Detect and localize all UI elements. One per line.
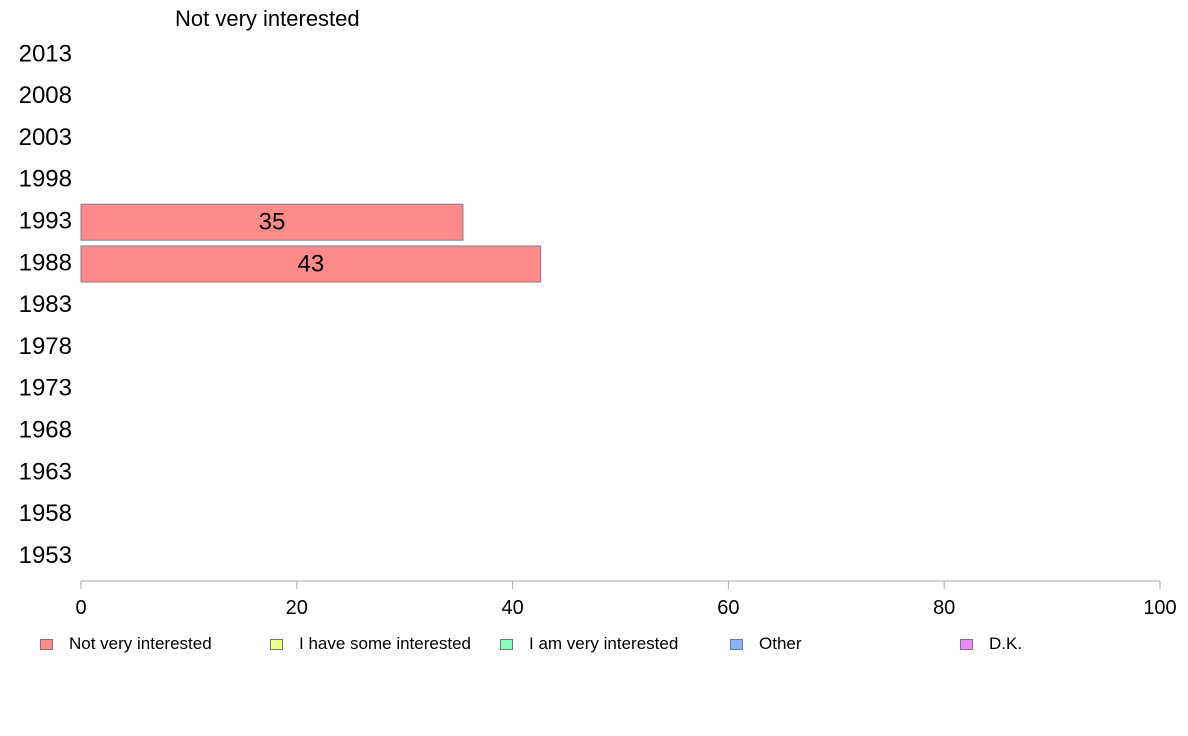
x-tick-label: 20 bbox=[286, 597, 308, 619]
legend-swatch bbox=[270, 638, 283, 650]
legend-label: I have some interested bbox=[299, 634, 471, 653]
chart-title: Not very interested bbox=[175, 6, 360, 31]
legend-item-some-interested: I have some interested bbox=[270, 634, 471, 654]
category-label: 2003 bbox=[19, 124, 72, 151]
legend-label: Not very interested bbox=[69, 634, 212, 653]
x-tick-label: 100 bbox=[1143, 597, 1176, 619]
category-label: 1988 bbox=[19, 249, 72, 276]
category-label: 1973 bbox=[19, 375, 72, 402]
x-tick-label: 40 bbox=[501, 597, 523, 619]
category-label: 1958 bbox=[19, 500, 72, 527]
x-tick-label: 60 bbox=[717, 597, 739, 619]
category-label: 1963 bbox=[19, 458, 72, 485]
legend-swatch bbox=[500, 638, 513, 650]
bar-value-label: 43 bbox=[297, 250, 324, 277]
legend-label: I am very interested bbox=[529, 634, 679, 653]
legend-item-dk: D.K. bbox=[960, 634, 1022, 654]
x-tick-label: 0 bbox=[75, 597, 86, 619]
bar bbox=[80, 245, 542, 283]
chart-legend: Not very interested I have some interest… bbox=[0, 634, 1188, 658]
legend-label: D.K. bbox=[989, 634, 1023, 653]
category-label: 2008 bbox=[19, 82, 72, 109]
category-label: 1978 bbox=[19, 333, 72, 360]
category-label: 1998 bbox=[19, 166, 72, 193]
legend-item-other: Other bbox=[730, 634, 802, 654]
bar-value-label: 35 bbox=[259, 209, 286, 236]
legend-item-not-very-interested: Not very interested bbox=[40, 634, 212, 654]
legend-label: Other bbox=[759, 634, 802, 653]
category-label: 2013 bbox=[19, 40, 72, 67]
category-label: 1983 bbox=[19, 291, 72, 318]
legend-item-very-interested: I am very interested bbox=[500, 634, 678, 654]
bar bbox=[80, 203, 464, 241]
category-label: 1968 bbox=[19, 417, 72, 444]
legend-swatch bbox=[730, 638, 743, 650]
x-tick-label: 80 bbox=[933, 597, 955, 619]
legend-swatch bbox=[960, 638, 973, 650]
category-label: 1953 bbox=[19, 542, 72, 569]
legend-swatch bbox=[40, 638, 53, 650]
category-label: 1993 bbox=[19, 208, 72, 235]
